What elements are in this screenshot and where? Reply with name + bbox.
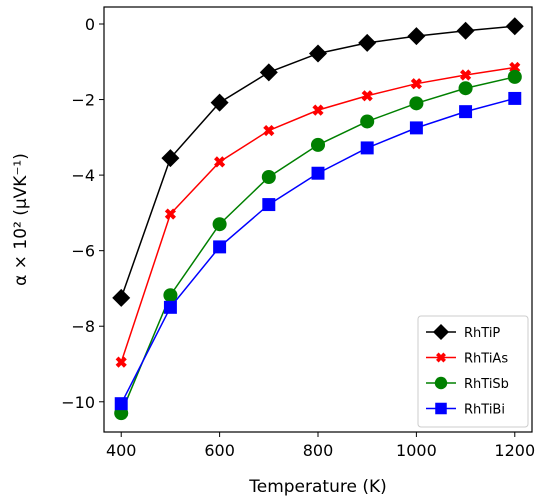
- legend-item: RhTiP: [426, 324, 500, 341]
- series-RhTiBi: [114, 91, 522, 411]
- y-tick-label: 0: [85, 15, 95, 34]
- y-tick-label: −2: [71, 91, 95, 110]
- series-line: [120, 25, 515, 299]
- data-point: [114, 397, 128, 411]
- x-axis-label: Temperature (K): [248, 477, 387, 497]
- series-layer: [112, 17, 524, 421]
- x-tick-label: 800: [303, 441, 334, 460]
- legend-label: RhTiSb: [464, 377, 509, 392]
- data-point: [163, 300, 177, 314]
- data-point: [505, 17, 524, 36]
- data-point: [509, 61, 521, 74]
- x-tick-label: 1200: [494, 441, 535, 460]
- data-point: [360, 114, 375, 129]
- y-tick-label: −6: [71, 242, 95, 261]
- y-tick-label: −4: [71, 166, 95, 185]
- data-point: [312, 104, 324, 116]
- data-point: [309, 44, 327, 63]
- data-point: [508, 91, 522, 105]
- legend-label: RhTiAs: [464, 352, 508, 367]
- y-axis: 0 −2 −4 −6 −8 −10: [61, 15, 104, 412]
- data-point: [409, 121, 423, 135]
- x-tick-label: 400: [106, 441, 137, 460]
- legend: RhTiP RhTiAs RhTiSb RhTiBi: [417, 315, 529, 428]
- data-point: [459, 105, 473, 119]
- data-point: [435, 402, 447, 415]
- legend-box: [417, 315, 529, 428]
- data-point: [436, 352, 446, 363]
- y-axis-label: α × 10² (μVK⁻¹): [11, 153, 31, 286]
- data-point: [164, 208, 176, 220]
- x-axis: 400 600 800 1000 1200: [106, 432, 535, 460]
- data-point: [161, 149, 180, 168]
- data-point: [262, 198, 276, 212]
- data-point: [407, 27, 426, 46]
- legend-item: RhTiBi: [426, 403, 505, 418]
- data-point: [213, 240, 227, 254]
- data-point: [434, 376, 448, 390]
- data-point: [507, 69, 522, 84]
- data-point: [310, 137, 326, 152]
- data-point: [433, 324, 449, 340]
- x-tick-label: 600: [204, 441, 235, 460]
- data-point: [263, 124, 275, 137]
- series-RhTiAs: [115, 61, 521, 368]
- data-point: [115, 356, 127, 368]
- legend-item: RhTiAs: [426, 352, 508, 367]
- data-point: [360, 141, 374, 155]
- data-point: [460, 69, 472, 81]
- x-tick-label: 1000: [396, 441, 437, 460]
- series-RhTiSb: [114, 69, 522, 421]
- legend-item: RhTiSb: [426, 376, 509, 392]
- y-tick-label: −8: [71, 317, 95, 336]
- data-point: [311, 166, 325, 180]
- data-point: [458, 81, 473, 96]
- y-tick-label: −10: [61, 393, 95, 412]
- data-point: [361, 90, 373, 102]
- data-point: [456, 21, 475, 40]
- data-point: [214, 156, 226, 168]
- data-point: [261, 169, 276, 185]
- data-point: [410, 78, 422, 90]
- legend-label: RhTiBi: [464, 403, 505, 418]
- data-point: [409, 96, 424, 111]
- data-point: [212, 217, 227, 232]
- legend-label: RhTiP: [464, 326, 500, 341]
- series-RhTiP: [112, 17, 524, 307]
- data-point: [210, 93, 229, 112]
- data-point: [358, 33, 377, 52]
- data-point: [112, 288, 131, 307]
- data-point: [163, 288, 178, 303]
- data-point: [259, 63, 278, 82]
